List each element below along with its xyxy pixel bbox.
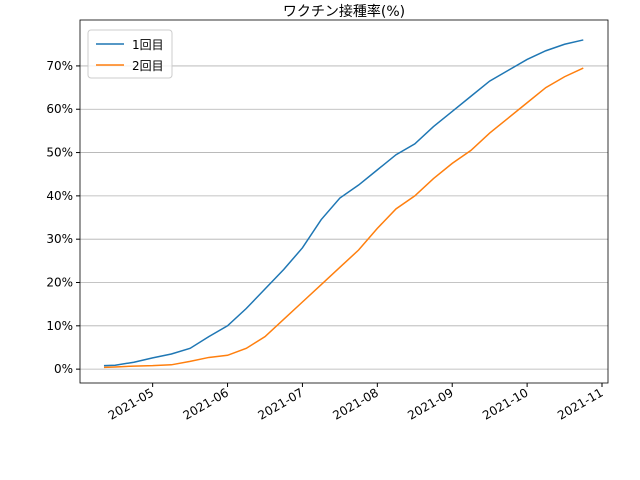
line-series [103,39,584,367]
x-tick-label: 2021-06 [181,385,231,422]
y-tick-label: 20% [46,276,73,290]
y-tick-label: 70% [46,59,73,73]
y-tick-label: 30% [46,232,73,246]
x-tick-label: 2021-10 [480,385,530,422]
y-tick-label: 10% [46,319,73,333]
x-tick-label: 2021-11 [555,385,605,422]
y-tick-label: 0% [54,362,73,376]
x-tick-label: 2021-08 [330,385,380,422]
x-tick-label: 2021-07 [256,385,306,422]
plot-frame [79,19,609,384]
y-tick-label: 50% [46,146,73,160]
y-tick-label: 60% [46,102,73,116]
y-tick-label: 40% [46,189,73,203]
legend-box [87,29,173,79]
line-series [103,67,584,369]
chart-title: ワクチン接種率(%) [283,3,405,20]
legend-label: 2回目 [132,59,164,73]
x-tick-label: 2021-09 [405,385,455,422]
legend-label: 1回目 [132,38,164,52]
x-tick-label: 2021-05 [106,385,156,422]
